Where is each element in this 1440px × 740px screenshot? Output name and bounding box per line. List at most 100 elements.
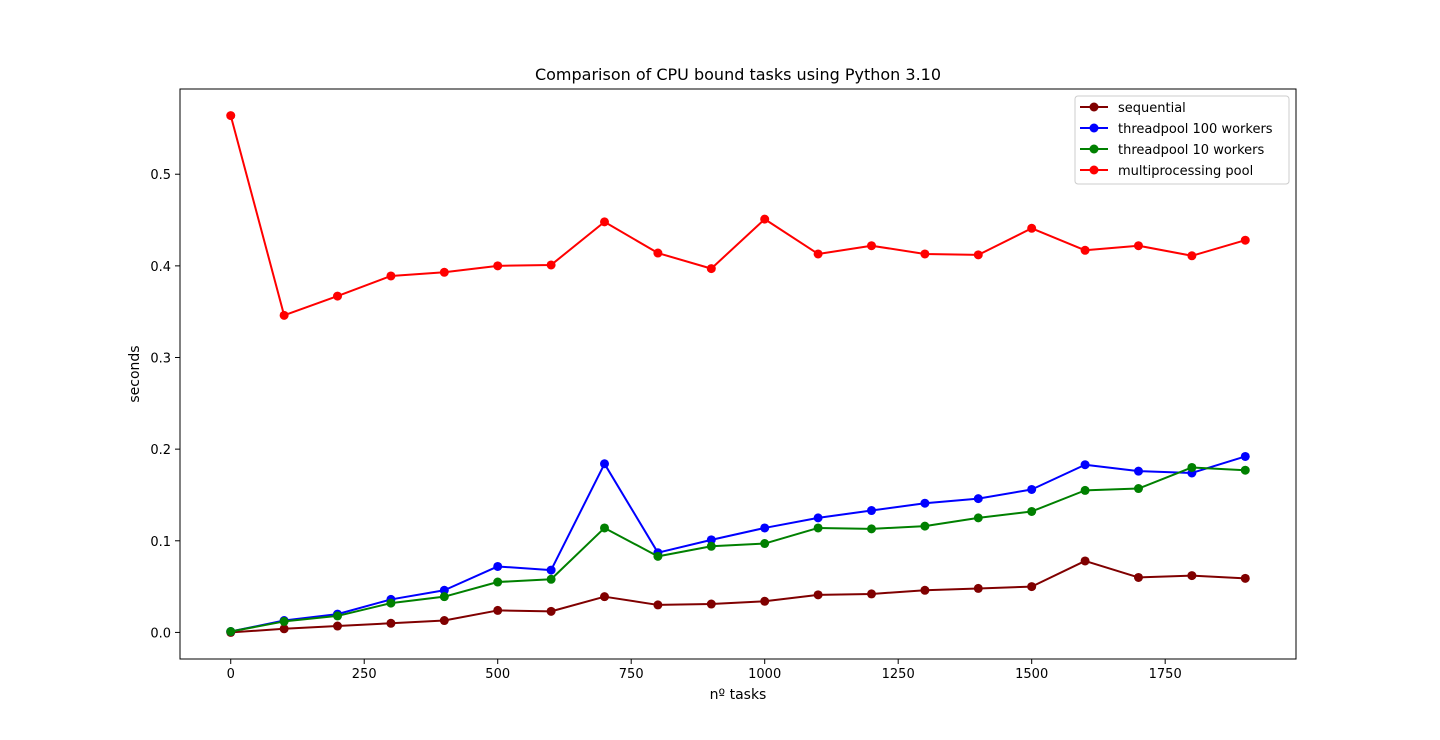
data-point-multiprocessing-pool (279, 310, 289, 320)
x-tick-label: 500 (485, 667, 510, 682)
series-sequential (226, 556, 1250, 637)
data-point-threadpool-10-workers (1240, 465, 1250, 475)
data-point-threadpool-10-workers (600, 523, 610, 533)
data-point-sequential (760, 596, 770, 606)
y-tick-label: 0.2 (150, 443, 171, 458)
data-point-threadpool-10-workers (546, 574, 556, 584)
data-point-sequential (866, 589, 876, 599)
data-point-sequential (1240, 573, 1250, 583)
data-point-threadpool-10-workers (813, 523, 823, 533)
data-point-threadpool-10-workers (653, 551, 663, 561)
chart-title: Comparison of CPU bound tasks using Pyth… (535, 65, 941, 84)
x-tick-label: 1500 (1015, 667, 1048, 682)
data-point-sequential (279, 624, 289, 634)
data-point-sequential (706, 599, 716, 609)
y-tick-label: 0.5 (150, 168, 171, 183)
data-point-multiprocessing-pool (386, 271, 396, 281)
data-point-threadpool-100-workers (1240, 451, 1250, 461)
legend-marker (1089, 144, 1099, 154)
data-point-threadpool-10-workers (1133, 484, 1143, 494)
data-point-multiprocessing-pool (973, 250, 983, 260)
legend-label: threadpool 100 workers (1118, 122, 1273, 137)
data-point-sequential (493, 605, 503, 615)
data-point-threadpool-100-workers (546, 565, 556, 575)
x-axis: 0 250 500 750 1000 1250 1500 1750 (227, 659, 1182, 682)
data-point-multiprocessing-pool (1187, 251, 1197, 261)
data-point-threadpool-100-workers (1027, 484, 1037, 494)
data-point-threadpool-10-workers (226, 627, 236, 637)
series-line-threadpool-10-workers (230, 466, 1246, 633)
data-point-sequential (386, 618, 396, 628)
data-point-threadpool-10-workers (439, 592, 449, 602)
legend-label: multiprocessing pool (1118, 164, 1253, 179)
data-point-multiprocessing-pool (546, 260, 556, 270)
y-axis-label: seconds (127, 345, 143, 402)
data-point-multiprocessing-pool (600, 217, 610, 227)
legend-marker (1089, 123, 1099, 133)
data-point-threadpool-100-workers (813, 513, 823, 523)
data-point-sequential (600, 592, 610, 602)
data-point-multiprocessing-pool (439, 267, 449, 277)
series-line-multiprocessing-pool (229, 115, 1246, 317)
legend-marker (1089, 102, 1099, 112)
data-point-sequential (920, 585, 930, 595)
data-point-threadpool-100-workers (866, 506, 876, 516)
series-line-threadpool-100-workers (230, 455, 1246, 633)
data-point-sequential (333, 621, 343, 631)
data-point-multiprocessing-pool (653, 248, 663, 258)
data-point-sequential (1080, 556, 1090, 566)
data-point-multiprocessing-pool (226, 111, 236, 121)
y-tick-label: 0.3 (150, 352, 171, 367)
y-tick-label: 0.0 (150, 626, 171, 641)
x-tick-label: 0 (227, 667, 235, 682)
x-tick-label: 250 (352, 667, 377, 682)
y-tick-label: 0.4 (150, 260, 171, 275)
legend-frame (1074, 95, 1290, 185)
data-point-multiprocessing-pool (813, 249, 823, 259)
data-point-threadpool-10-workers (279, 616, 289, 626)
data-point-multiprocessing-pool (920, 249, 930, 259)
data-point-multiprocessing-pool (1240, 235, 1250, 245)
data-point-multiprocessing-pool (706, 264, 716, 274)
data-point-multiprocessing-pool (1027, 223, 1037, 233)
y-axis: 0.0 0.1 0.2 0.3 0.4 0.5 (150, 168, 180, 641)
data-point-threadpool-100-workers (1080, 460, 1090, 470)
data-point-threadpool-100-workers (493, 561, 503, 571)
legend-label: threadpool 10 workers (1118, 143, 1265, 158)
data-point-multiprocessing-pool (760, 214, 770, 224)
data-point-threadpool-10-workers (706, 541, 716, 551)
data-point-threadpool-100-workers (600, 459, 610, 469)
series-line-sequential (230, 559, 1246, 634)
data-point-threadpool-100-workers (439, 585, 449, 595)
legend-label: sequential (1118, 101, 1186, 116)
data-point-threadpool-100-workers (760, 523, 770, 533)
data-point-threadpool-10-workers (1187, 462, 1197, 472)
data-point-threadpool-10-workers (973, 513, 983, 523)
series-multiprocessing-pool (226, 111, 1250, 320)
x-tick-label: 1000 (748, 667, 781, 682)
data-point-threadpool-100-workers (920, 498, 930, 508)
legend-entry-multiprocessing-pool: multiprocessing pool (1080, 164, 1253, 179)
data-point-threadpool-10-workers (493, 577, 503, 587)
data-point-threadpool-10-workers (760, 539, 770, 549)
legend: sequential threadpool 100 workers threadpo… (1074, 95, 1290, 185)
data-point-threadpool-100-workers (706, 535, 716, 545)
data-point-threadpool-100-workers (973, 494, 983, 504)
data-point-multiprocessing-pool (333, 291, 343, 301)
y-tick-label: 0.1 (150, 535, 171, 550)
data-point-multiprocessing-pool (1133, 241, 1143, 251)
legend-entry-sequential: sequential (1080, 101, 1186, 116)
legend-entry-threadpool-10-workers: threadpool 10 workers (1080, 143, 1265, 158)
data-point-sequential (973, 583, 983, 593)
data-point-threadpool-10-workers (386, 598, 396, 608)
plot-frame (179, 88, 1297, 660)
legend-entry-threadpool-100-workers: threadpool 100 workers (1080, 122, 1273, 137)
series-layer (226, 111, 1250, 637)
data-point-sequential (653, 600, 663, 610)
data-point-sequential (1027, 582, 1037, 592)
data-point-threadpool-10-workers (1080, 485, 1090, 495)
data-point-sequential (439, 616, 449, 626)
data-point-multiprocessing-pool (866, 241, 876, 251)
data-point-sequential (546, 606, 556, 616)
